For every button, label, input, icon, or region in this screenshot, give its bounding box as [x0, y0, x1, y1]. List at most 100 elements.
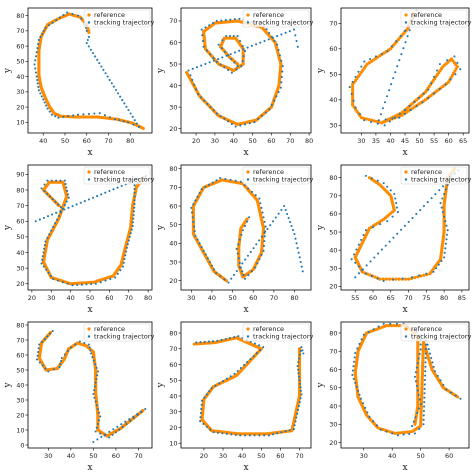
- tracking-point: [276, 35, 279, 38]
- tracking-point: [424, 348, 428, 351]
- legend-box: [242, 9, 310, 28]
- tracking-point: [238, 261, 241, 265]
- x-tick-label: 40: [238, 452, 246, 460]
- legend-marker-tracking: [246, 178, 250, 181]
- tracking-point: [235, 247, 238, 251]
- tracking-point: [297, 368, 300, 371]
- tracking-point: [37, 38, 40, 42]
- tracking-point: [123, 258, 126, 261]
- tracking-point: [376, 122, 379, 125]
- legend-marker-reference: [404, 170, 408, 174]
- y-tick-label: 50: [169, 377, 177, 385]
- y-tick-label: 70: [16, 336, 24, 344]
- subplot-9: 30 40 50 60 20 30 40 50 60 70 80 x y referencetrackin…: [316, 321, 471, 473]
- tracking-point: [211, 22, 215, 25]
- reference-point: [382, 120, 386, 124]
- tracking-point: [109, 278, 112, 281]
- tracking-point: [243, 224, 247, 227]
- tracking-point: [205, 49, 208, 52]
- y-tick-label: 30: [329, 122, 337, 130]
- tracking-point: [298, 357, 301, 360]
- plot-area: [34, 174, 148, 287]
- tracking-point: [196, 195, 199, 198]
- tracking-point: [46, 192, 49, 195]
- tracking-point: [74, 343, 77, 346]
- tracking-point: [256, 262, 259, 265]
- tracking-point: [99, 432, 102, 435]
- tracking-point: [205, 393, 208, 396]
- tracking-point: [292, 28, 296, 31]
- tracking-point: [391, 432, 394, 435]
- tracking-point: [386, 220, 389, 223]
- tracking-point: [118, 119, 121, 122]
- y-tick-label: 10: [16, 426, 24, 434]
- tracking-point: [418, 352, 421, 356]
- tracking-point: [95, 377, 98, 381]
- plot-area: [348, 9, 462, 127]
- tracking-point: [403, 112, 407, 115]
- x-tick-label: 50: [417, 452, 425, 460]
- tracking-point: [87, 198, 90, 201]
- tracking-point: [250, 190, 254, 193]
- tracking-point: [120, 184, 123, 188]
- tracking-point: [278, 54, 281, 57]
- tracking-point: [50, 113, 53, 116]
- tracking-point: [423, 379, 427, 382]
- y-tick-label: 60: [329, 45, 337, 53]
- tracking-point: [424, 352, 427, 355]
- tracking-point: [50, 179, 53, 182]
- tracking-point: [442, 185, 445, 188]
- y-tick-label: 30: [16, 88, 24, 96]
- y-tick-label: 70: [16, 27, 24, 35]
- tracking-point: [360, 65, 363, 68]
- tracking-point: [96, 422, 99, 426]
- reference-point: [403, 277, 407, 281]
- tracking-point: [133, 199, 136, 202]
- tracking-point: [454, 394, 457, 397]
- tracking-point: [194, 234, 197, 237]
- tracking-point: [200, 403, 203, 406]
- reference-point: [400, 113, 404, 117]
- x-tick-label: 60: [444, 137, 452, 145]
- x-tick-label: 45: [401, 137, 409, 145]
- tracking-point: [41, 255, 44, 258]
- tracking-point: [114, 431, 117, 434]
- tracking-point: [395, 40, 398, 43]
- tracking-point: [279, 86, 282, 89]
- tracking-point: [140, 410, 143, 413]
- tracking-point: [130, 228, 133, 231]
- tracking-point: [99, 415, 102, 418]
- tracking-point: [272, 433, 275, 436]
- x-tick-label: 20: [200, 452, 208, 460]
- x-tick-label: 30: [211, 137, 219, 145]
- tracking-point: [48, 110, 51, 113]
- tracking-point: [377, 325, 380, 328]
- x-tick-label: 60: [249, 294, 257, 302]
- tracking-point: [100, 193, 103, 196]
- y-tick-label: 30: [169, 408, 177, 416]
- tracking-point: [358, 393, 361, 396]
- x-tick-label: 60: [369, 294, 377, 302]
- tracking-point: [298, 379, 301, 382]
- tracking-point: [190, 206, 193, 209]
- tracking-point: [396, 65, 399, 68]
- tracking-point: [65, 186, 68, 189]
- tracking-point: [128, 235, 131, 238]
- tracking-point: [62, 14, 65, 17]
- tracking-point: [34, 55, 38, 58]
- tracking-point: [200, 407, 203, 410]
- legend-marker-reference: [246, 13, 250, 17]
- subplot-2: 20 30 40 50 60 70 80 20 30 40 50 60 70 x y referencetra…: [156, 7, 313, 158]
- tracking-point: [100, 65, 103, 68]
- tracking-point: [123, 102, 126, 105]
- tracking-point: [92, 359, 95, 362]
- tracking-point: [57, 214, 61, 218]
- tracking-point: [242, 48, 245, 51]
- tracking-point: [37, 347, 40, 350]
- tracking-point: [212, 340, 215, 343]
- tracking-point: [242, 274, 245, 277]
- tracking-point: [58, 16, 61, 19]
- x-tick-label: 40: [388, 452, 396, 460]
- reference-point: [359, 116, 363, 120]
- y-tick-label: 50: [329, 71, 337, 79]
